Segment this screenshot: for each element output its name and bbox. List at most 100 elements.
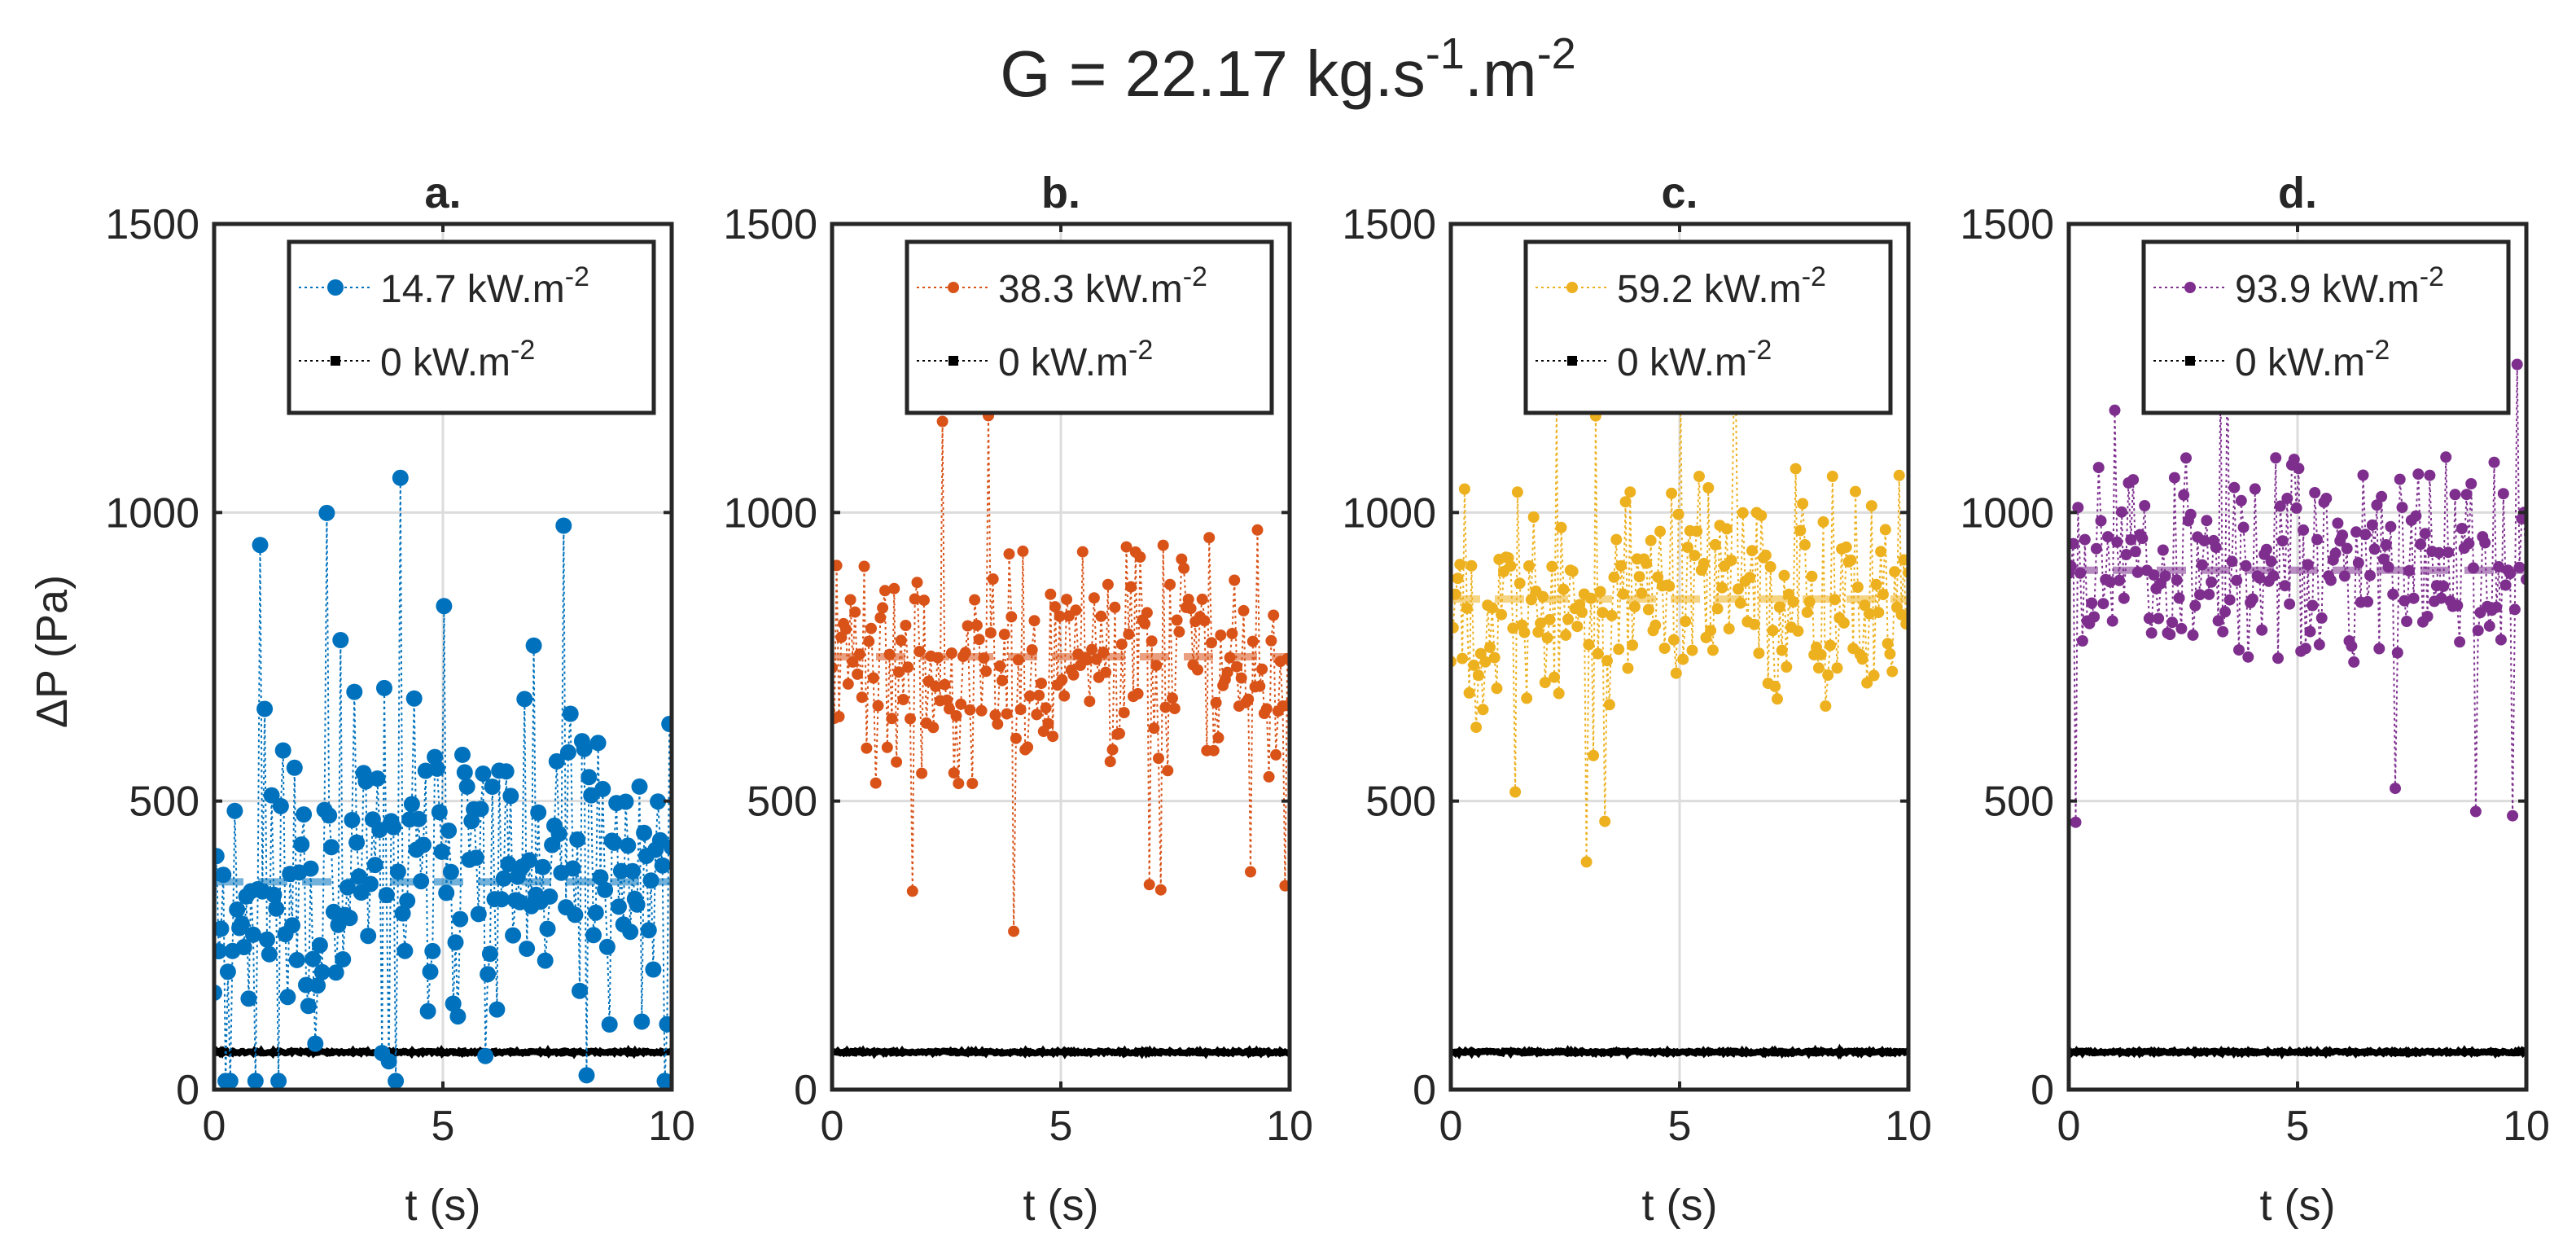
data-point — [1454, 559, 1466, 571]
y-tick-label: 0 — [1413, 1067, 1436, 1114]
data-point — [1505, 560, 1517, 572]
data-point — [1118, 707, 1130, 719]
data-point — [2499, 579, 2512, 591]
data-point — [567, 906, 584, 923]
data-point — [861, 742, 873, 754]
data-point — [1465, 559, 1478, 572]
data-point — [994, 660, 1006, 672]
data-point — [1045, 588, 1057, 600]
data-point — [992, 718, 1004, 730]
data-point — [1541, 632, 1553, 644]
data-point — [1176, 553, 1188, 565]
data-point — [2228, 481, 2241, 494]
data-point — [1850, 485, 1861, 498]
data-point — [1539, 677, 1551, 689]
data-point — [886, 713, 898, 725]
data-point — [1256, 663, 1268, 675]
data-point — [1185, 603, 1197, 615]
data-point — [1856, 653, 1868, 665]
data-point — [1058, 690, 1071, 702]
data-point — [1555, 521, 1567, 533]
data-point — [636, 824, 653, 841]
data-point — [1884, 647, 1896, 660]
data-point — [2279, 580, 2291, 592]
data-point — [318, 504, 335, 521]
data-point — [1681, 542, 1693, 554]
y-tick-label: 1000 — [1960, 489, 2054, 537]
data-point — [500, 856, 517, 872]
data-point — [2469, 805, 2482, 818]
data-point — [2272, 652, 2284, 665]
data-point — [2201, 515, 2213, 527]
data-point — [576, 740, 593, 757]
data-point — [927, 722, 940, 734]
data-point — [270, 1073, 287, 1090]
data-point — [1617, 588, 1629, 600]
series-2 — [214, 1044, 672, 1059]
panel-4: 0 5 10 0 500 1000 1500 d. t (s) 93.9 kW.m-2 0 kW.m… — [1960, 169, 2550, 1230]
data-point — [2212, 615, 2224, 627]
data-point — [2270, 452, 2282, 464]
data-point — [1698, 558, 1710, 569]
x-axis-label: t (s) — [1642, 1181, 1718, 1230]
data-point — [442, 863, 459, 880]
data-point — [856, 691, 868, 704]
data-point — [2102, 531, 2114, 543]
data-point — [1468, 659, 1480, 671]
data-point — [2412, 468, 2425, 480]
data-point — [1875, 546, 1887, 558]
data-point — [470, 906, 487, 923]
data-point — [640, 922, 657, 939]
data-point — [2460, 489, 2473, 501]
data-point — [214, 943, 227, 959]
data-point — [403, 796, 420, 813]
data-point — [2249, 483, 2261, 495]
data-point — [1088, 592, 1100, 604]
data-point — [2362, 595, 2374, 608]
legend-marker — [948, 356, 958, 366]
data-point — [650, 793, 667, 810]
data-point — [1134, 551, 1146, 563]
legend: 38.3 kW.m-2 0 kW.m-2 — [905, 239, 1274, 415]
data-point — [1014, 704, 1027, 716]
data-point — [1182, 594, 1194, 605]
data-point — [969, 594, 981, 606]
data-point — [842, 678, 854, 690]
data-point — [472, 801, 489, 818]
data-point — [1215, 630, 1227, 641]
data-point — [1670, 667, 1682, 679]
data-point — [879, 585, 891, 597]
data-point — [955, 698, 967, 710]
data-point — [1486, 602, 1498, 614]
data-point — [1663, 580, 1676, 592]
data-point — [1705, 625, 1717, 637]
y-tick-label: 0 — [176, 1067, 199, 1114]
data-point — [2483, 620, 2495, 632]
data-point — [438, 884, 455, 901]
data-point — [1005, 611, 1018, 623]
data-point — [1798, 539, 1811, 551]
data-point — [1235, 672, 1247, 684]
data-point — [2180, 452, 2192, 464]
legend-label: 59.2 kW.m-2 — [1617, 261, 1826, 311]
data-point — [2332, 517, 2344, 529]
data-point — [1157, 539, 1169, 551]
data-point — [1036, 678, 1047, 690]
data-point — [2396, 502, 2408, 514]
data-point — [335, 951, 352, 967]
data-point — [346, 683, 363, 700]
series-1 — [214, 469, 672, 1090]
data-point — [366, 857, 383, 874]
data-point — [1263, 770, 1275, 783]
data-point — [2359, 529, 2372, 541]
data-point — [559, 744, 576, 761]
data-point — [1511, 486, 1523, 498]
series-1 — [832, 410, 1290, 937]
data-point — [428, 760, 445, 777]
data-point — [1544, 613, 1556, 625]
data-point — [1120, 541, 1132, 553]
data-point — [1886, 665, 1899, 678]
data-point — [1870, 578, 1882, 590]
data-point — [1815, 648, 1827, 660]
data-point — [1627, 639, 1639, 651]
